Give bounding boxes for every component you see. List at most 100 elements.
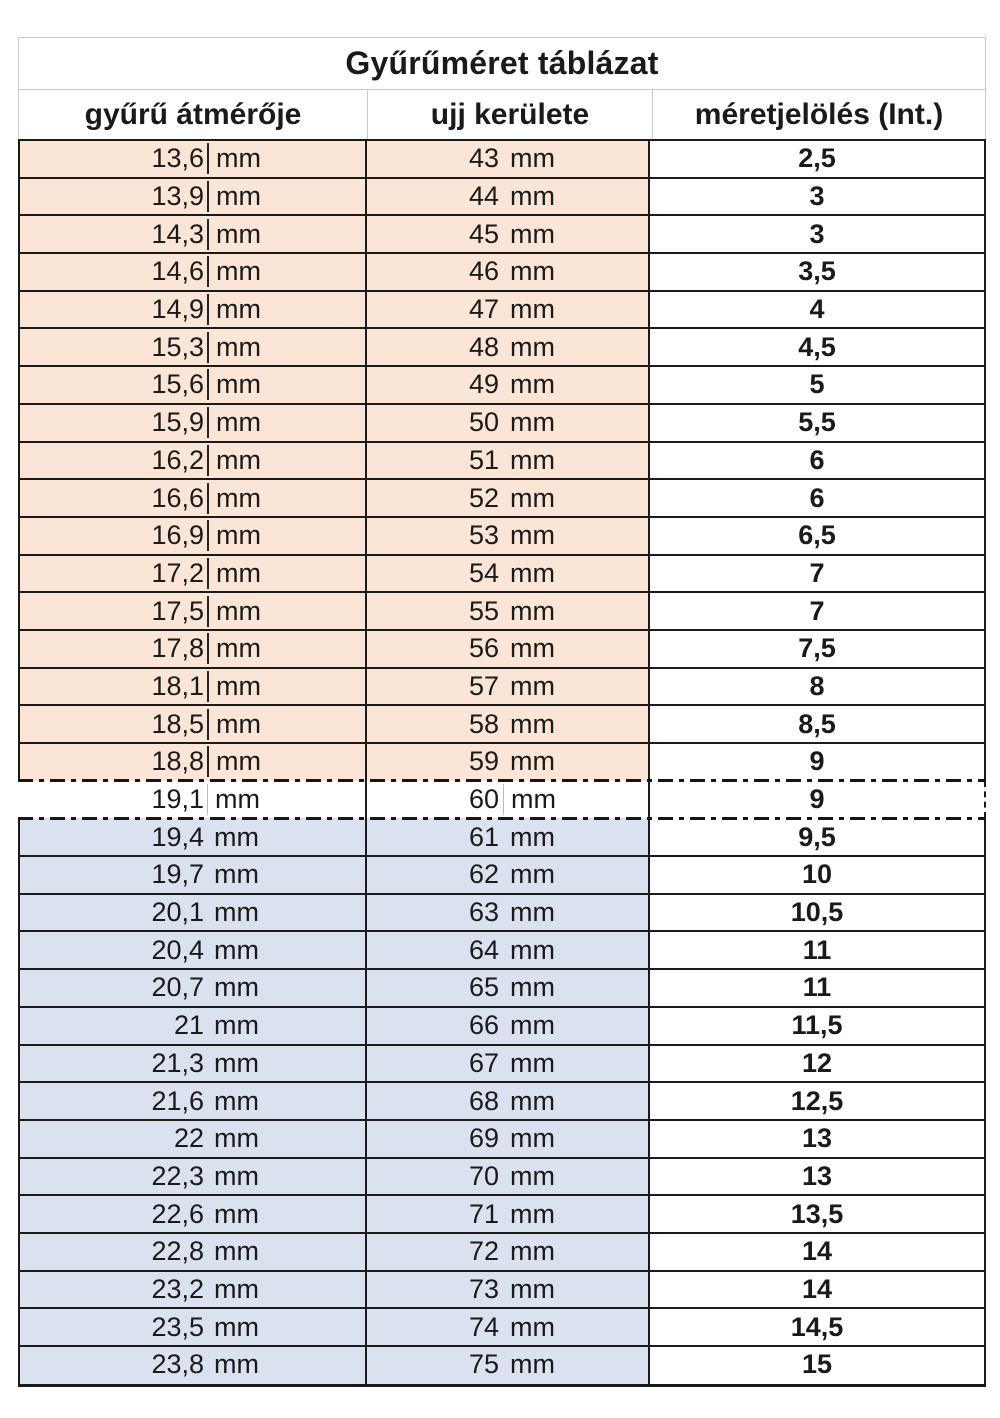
circumference-cell: 45 mm: [367, 215, 650, 254]
size-cell: 9,5: [650, 818, 984, 857]
diameter-cell: 20,7 mm: [20, 969, 367, 1007]
table-row: 14,6 mm 46 mm 3,5: [18, 252, 986, 291]
unit-label: mm: [510, 595, 555, 626]
circumference-value: 56: [468, 633, 499, 664]
size-value: 9,5: [798, 821, 836, 852]
diameter-value: 14,9: [151, 294, 204, 325]
size-value: 10,5: [790, 897, 844, 928]
table-row: 19,1 mm 60 mm 9: [18, 779, 986, 819]
size-cell: 5: [650, 366, 984, 404]
diameter-value: 17,8: [151, 633, 204, 664]
unit-label: mm: [214, 1236, 259, 1267]
diameter-cell: 17,2 mm: [20, 554, 367, 593]
circumference-value: 57: [468, 670, 499, 701]
unit-label: mm: [510, 1123, 555, 1154]
circumference-cell: 74 mm: [367, 1308, 650, 1346]
circumference-value: 69: [468, 1123, 499, 1154]
diameter-value: 22,6: [151, 1198, 204, 1229]
circumference-value: 51: [468, 444, 499, 475]
circumference-cell: 46 mm: [367, 253, 650, 291]
diameter-cell: 19,4 mm: [20, 818, 367, 857]
unit-label: mm: [510, 143, 555, 174]
circumference-cell: 72 mm: [367, 1232, 650, 1271]
unit-label: mm: [510, 1349, 555, 1380]
circumference-cell: 69 mm: [367, 1119, 650, 1158]
table-row: 16,9 mm 53 mm 6,5: [18, 515, 986, 555]
unit-label: mm: [510, 294, 555, 325]
circumference-cell: 54 mm: [367, 554, 650, 593]
diameter-cell: 17,5 mm: [20, 592, 367, 630]
circumference-value: 44: [468, 181, 499, 212]
unit-label: mm: [510, 557, 555, 588]
size-cell: 3,5: [650, 253, 984, 291]
unit-label: mm: [214, 1198, 259, 1229]
diameter-value: 23,5: [151, 1311, 204, 1342]
diameter-value: 22,3: [151, 1160, 204, 1191]
circumference-cell: 52 mm: [367, 479, 650, 517]
diameter-value: 16,2: [151, 444, 204, 475]
unit-label: mm: [510, 670, 555, 701]
size-cell: 14: [650, 1270, 984, 1309]
unit-label: mm: [510, 1198, 555, 1229]
size-cell: 7: [650, 592, 984, 630]
diameter-cell: 15,3 mm: [20, 328, 367, 367]
size-value: 13: [801, 1160, 833, 1191]
size-value: 9: [809, 746, 825, 777]
size-value: 6: [809, 482, 825, 513]
unit-label: mm: [214, 972, 259, 1003]
circumference-value: 66: [468, 1010, 499, 1041]
circumference-value: 63: [468, 897, 499, 928]
unit-label: mm: [510, 1010, 555, 1041]
unit-label: mm: [510, 1311, 555, 1342]
size-value: 10: [801, 859, 833, 890]
size-value: 5,5: [798, 407, 836, 438]
unit-label: mm: [207, 218, 365, 250]
circumference-value: 59: [468, 746, 499, 777]
circumference-cell: 63 mm: [367, 893, 650, 932]
size-cell: 14,5: [650, 1308, 984, 1346]
unit-label: mm: [510, 1236, 555, 1267]
diameter-cell: 13,6 mm: [20, 140, 367, 178]
unit-label: mm: [207, 670, 365, 702]
table-row: 22,3 mm 70 mm 13: [18, 1156, 986, 1196]
column-header-size: méretjelölés (Int.): [694, 98, 944, 131]
size-cell: 6: [650, 479, 984, 517]
unit-label: mm: [510, 821, 555, 852]
column-header-diameter: gyűrű átmérője: [19, 90, 368, 140]
table-row: 18,5 mm 58 mm 8,5: [18, 704, 986, 743]
unit-label: mm: [207, 746, 365, 778]
size-value: 12,5: [790, 1085, 844, 1116]
unit-label: mm: [510, 1047, 555, 1078]
size-value: 7: [809, 595, 825, 626]
size-cell: 9: [650, 780, 984, 819]
size-value: 8: [809, 670, 825, 701]
size-value: 5: [809, 369, 825, 400]
circumference-value: 45: [468, 218, 499, 249]
unit-label: mm: [207, 595, 365, 627]
unit-label: mm: [214, 934, 259, 965]
diameter-value: 19,4: [151, 821, 204, 852]
diameter-value: 19,7: [151, 859, 204, 890]
diameter-value: 21,6: [151, 1085, 204, 1116]
diameter-cell: 16,2 mm: [20, 441, 367, 480]
unit-label: mm: [510, 256, 555, 287]
table-row: 21 mm 66 mm 11,5: [18, 1005, 986, 1045]
unit-label: mm: [207, 294, 365, 326]
circumference-value: 47: [468, 294, 499, 325]
unit-label: mm: [207, 784, 365, 816]
circumference-value: 53: [468, 520, 499, 551]
circumference-cell: 73 mm: [367, 1270, 650, 1309]
diameter-cell: 14,3 mm: [20, 215, 367, 254]
unit-label: mm: [510, 1085, 555, 1116]
size-cell: 9: [650, 743, 984, 781]
circumference-cell: 50 mm: [367, 403, 650, 442]
unit-label: mm: [510, 633, 555, 664]
unit-label: mm: [510, 482, 555, 513]
diameter-value: 20,4: [151, 934, 204, 965]
table-row: 23,2 mm 73 mm 14: [18, 1269, 986, 1309]
diameter-cell: 22,6 mm: [20, 1195, 367, 1233]
size-cell: 7,5: [650, 629, 984, 668]
size-value: 11,5: [791, 1010, 843, 1041]
circumference-value: 49: [468, 369, 499, 400]
diameter-value: 14,6: [151, 256, 204, 287]
